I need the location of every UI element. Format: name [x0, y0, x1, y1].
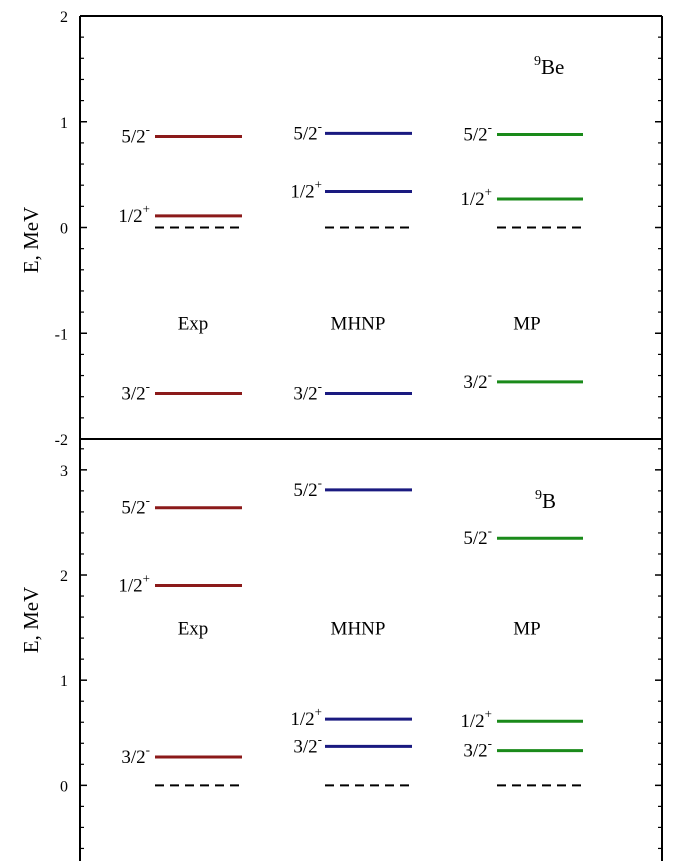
level-spin-label: 5/2-	[293, 475, 322, 501]
level-parity: -	[318, 475, 322, 490]
level-spin-label: 5/2-	[463, 523, 492, 549]
level-spin: 1/2	[290, 709, 314, 730]
level-spin-label: 3/2-	[463, 367, 492, 393]
level-spin-label: 5/2-	[121, 493, 150, 519]
level-spin-label: 1/2+	[290, 177, 322, 203]
series-label-mhnp: MHNP	[331, 619, 386, 640]
level-parity: -	[488, 367, 492, 382]
level-spin: 3/2	[293, 384, 317, 405]
level-spin-label: 5/2-	[121, 122, 150, 148]
level-spin: 1/2	[290, 182, 314, 203]
level-spin: 5/2	[121, 498, 145, 519]
level-parity: +	[485, 706, 492, 721]
level-parity: -	[146, 493, 150, 508]
level-parity: +	[315, 177, 322, 192]
level-parity: -	[318, 731, 322, 746]
y-tick-label: 2	[60, 568, 68, 585]
level-parity: -	[146, 122, 150, 137]
level-spin-label: 1/2+	[118, 201, 150, 227]
level-parity: -	[318, 118, 322, 133]
series-label-exp: Exp	[178, 314, 209, 335]
level-parity: -	[146, 379, 150, 394]
y-tick-label: 0	[60, 778, 68, 795]
nucleus-symbol: B	[542, 489, 556, 513]
y-tick-label: 1	[60, 673, 68, 690]
level-spin: 5/2	[293, 480, 317, 501]
nucleus-label: 9B	[535, 488, 556, 513]
level-parity: +	[485, 184, 492, 199]
level-spin-label: 3/2-	[121, 742, 150, 768]
level-spin: 1/2	[460, 711, 484, 732]
level-spin: 3/2	[121, 747, 145, 768]
series-label-mp: MP	[513, 314, 540, 335]
level-spin-label: 5/2-	[463, 119, 492, 145]
level-spin: 3/2	[293, 736, 317, 757]
level-spin: 3/2	[121, 384, 145, 405]
level-parity: +	[143, 571, 150, 586]
series-label-exp: Exp	[178, 619, 209, 640]
level-parity: +	[143, 201, 150, 216]
y-axis-title: E, MeV	[19, 207, 43, 274]
nucleus-symbol: Be	[541, 55, 564, 79]
level-parity: -	[146, 742, 150, 757]
level-spin: 3/2	[463, 372, 487, 393]
level-spin: 1/2	[460, 189, 484, 210]
level-parity: -	[488, 523, 492, 538]
level-spin-label: 3/2-	[121, 379, 150, 405]
level-spin: 5/2	[463, 528, 487, 549]
y-tick-label: 2	[60, 9, 68, 26]
series-label-mp: MP	[513, 619, 540, 640]
y-tick-label: -2	[55, 432, 68, 449]
y-tick-label: 3	[60, 463, 68, 480]
y-tick-label: 0	[60, 221, 68, 238]
level-spin-label: 3/2-	[293, 379, 322, 405]
level-parity: -	[318, 379, 322, 394]
level-spin-label: 1/2+	[460, 184, 492, 210]
level-spin: 5/2	[293, 123, 317, 144]
y-tick-label: 1	[60, 115, 68, 132]
level-parity: +	[315, 704, 322, 719]
level-spin: 1/2	[118, 206, 142, 227]
level-spin-label: 1/2+	[118, 571, 150, 597]
level-parity: -	[488, 119, 492, 134]
level-parity: -	[488, 736, 492, 751]
nucleus-mass-number: 9	[535, 488, 542, 503]
level-spin: 5/2	[121, 127, 145, 148]
level-spin-label: 1/2+	[290, 704, 322, 730]
nucleus-mass-number: 9	[534, 54, 541, 69]
y-tick-label: -1	[55, 326, 68, 343]
y-axis-title: E, MeV	[19, 587, 43, 654]
level-spin: 1/2	[118, 576, 142, 597]
level-spin-label: 5/2-	[293, 118, 322, 144]
level-spin-label: 3/2-	[293, 731, 322, 757]
series-label-mhnp: MHNP	[331, 314, 386, 335]
level-spin-label: 1/2+	[460, 706, 492, 732]
level-spin-label: 3/2-	[463, 736, 492, 762]
level-spin: 5/2	[463, 124, 487, 145]
nucleus-label: 9Be	[534, 54, 564, 79]
level-spin: 3/2	[463, 741, 487, 762]
